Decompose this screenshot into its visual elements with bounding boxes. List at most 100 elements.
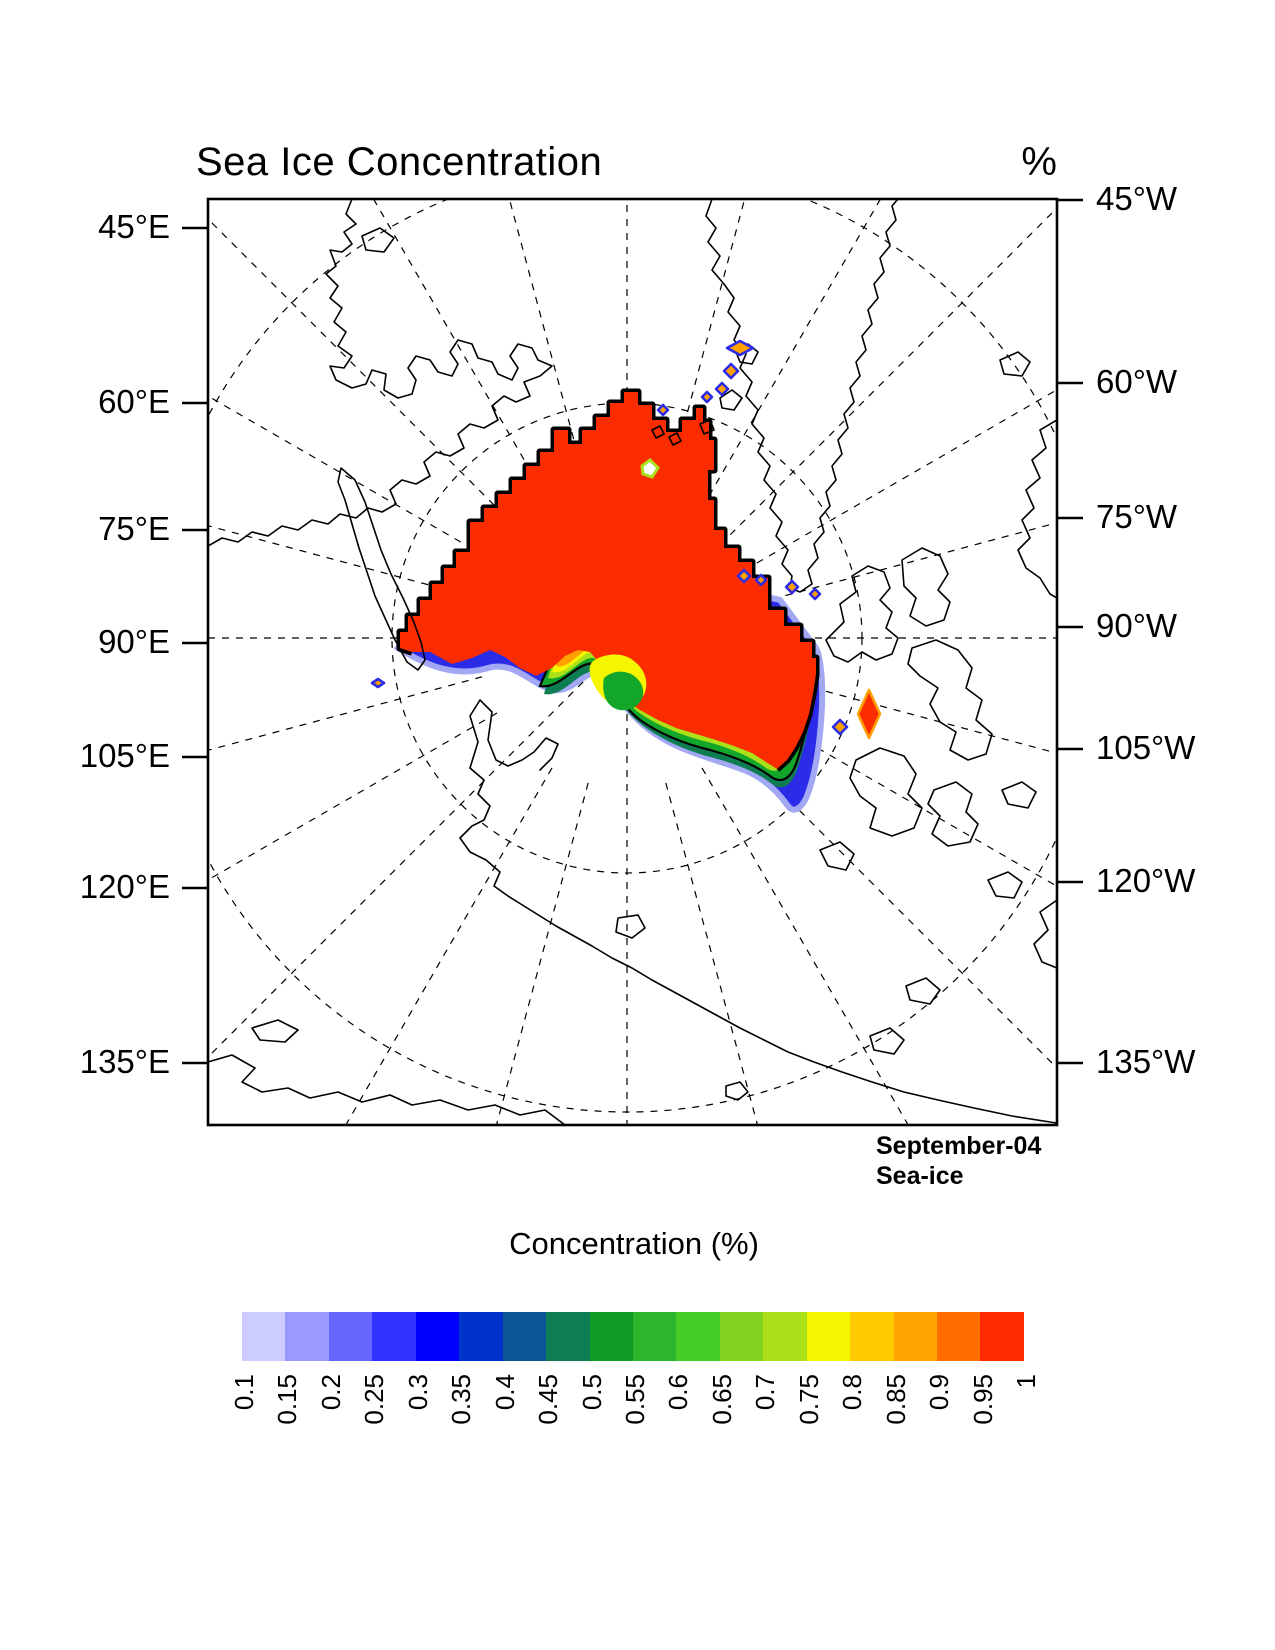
axis-label-right-0: 45°W <box>1096 180 1178 217</box>
colorbar-box-14 <box>850 1312 894 1361</box>
coast-archipelago-1 <box>901 547 951 627</box>
colorbar-tick-label-18: 1 <box>1011 1374 1041 1389</box>
coast-island-baffin-bay <box>999 351 1031 377</box>
colorbar-box-7 <box>546 1312 590 1361</box>
colorbar-box-12 <box>763 1312 807 1361</box>
colorbar-tick-label-17: 0.95 <box>967 1374 998 1425</box>
colorbar-box-1 <box>285 1312 329 1361</box>
colorbar-tick-label-15: 0.85 <box>880 1374 911 1425</box>
axis-label-right-5: 120°W <box>1096 862 1196 899</box>
ice-pack <box>396 388 820 769</box>
colorbar-tick-label-5: 0.35 <box>446 1374 477 1425</box>
coast-island-se-1 <box>987 871 1023 899</box>
colorbar-title: Concentration (%) <box>509 1226 759 1261</box>
ice-speck <box>754 573 768 587</box>
ice-speck <box>722 362 740 380</box>
axis-label-left-0: 45°E <box>98 208 170 245</box>
ice-specks <box>370 339 882 740</box>
colorbar-tick-label-14: 0.8 <box>837 1374 868 1411</box>
annotation-field: Sea-ice <box>876 1161 964 1190</box>
colorbar-tick-label-0: 0.1 <box>229 1374 259 1411</box>
coast-chukotka <box>208 1054 566 1125</box>
coast-ellesmere <box>825 565 899 663</box>
coast-archipelago-2 <box>907 639 993 761</box>
colorbar-tick-label-1: 0.15 <box>272 1374 303 1425</box>
coast-right-edge-land <box>1017 419 1057 599</box>
colorbar-tick-label-13: 0.75 <box>793 1374 824 1425</box>
axis-label-right-2: 75°W <box>1096 498 1178 535</box>
ice-speck <box>714 381 730 397</box>
units-label: % <box>1021 140 1057 184</box>
annotation-date: September-04 <box>876 1132 1042 1160</box>
colorbar-box-8 <box>589 1312 633 1361</box>
ice-speck <box>736 568 752 584</box>
axis-label-right-3: 90°W <box>1096 607 1178 644</box>
colorbar-tick-label-10: 0.6 <box>663 1374 694 1411</box>
coast-taymyr <box>469 699 559 771</box>
coast-scandinavia-russia <box>208 199 553 547</box>
colorbar-tick-label-16: 0.9 <box>924 1374 955 1411</box>
axis-label-left-3: 90°E <box>98 623 170 660</box>
colorbar-box-5 <box>459 1312 503 1361</box>
plot-title: Sea Ice Concentration <box>196 140 603 184</box>
axis-label-left-4: 105°E <box>79 737 170 774</box>
colorbar-box-6 <box>502 1312 547 1361</box>
coast-island-laptev <box>725 1081 749 1101</box>
colorbar-tick-label-11: 0.65 <box>706 1374 737 1425</box>
colorbar-box-11 <box>719 1312 764 1361</box>
axis-label-left-6: 135°E <box>79 1043 170 1080</box>
ice-speck <box>856 688 882 740</box>
colorbar-box-2 <box>328 1312 373 1361</box>
colorbar-box-15 <box>893 1312 937 1361</box>
colorbar-tick-label-6: 0.4 <box>489 1374 520 1411</box>
coast-mainland-right-edge <box>1033 899 1057 969</box>
ice-speck <box>700 390 714 404</box>
colorbar <box>242 1312 1024 1361</box>
coast-island-se-2 <box>905 977 941 1005</box>
ice-speck <box>656 403 670 417</box>
ice-speck <box>725 339 755 357</box>
colorbar-box-16 <box>937 1312 981 1361</box>
coast-novaya-zemlya <box>337 467 426 671</box>
coast-wrangel-island <box>251 1019 299 1043</box>
coast-banks-island <box>819 841 855 871</box>
axis-label-right-1: 60°W <box>1096 363 1178 400</box>
colorbar-box-0 <box>242 1312 286 1361</box>
annotation: September-04 Sea-ice <box>876 1132 1041 1191</box>
colorbar-box-9 <box>632 1312 677 1361</box>
colorbar-tick-label-3: 0.25 <box>359 1374 390 1425</box>
colorbar-tick-label-12: 0.7 <box>750 1374 781 1411</box>
ice-speck <box>831 718 849 736</box>
colorbar-box-17 <box>980 1312 1024 1361</box>
colorbar-box-13 <box>806 1312 851 1361</box>
colorbar-box-3 <box>372 1312 416 1361</box>
ice-speck <box>808 587 822 601</box>
axis-label-left-5: 120°E <box>79 868 170 905</box>
axis-ticks <box>182 198 1083 1065</box>
colorbar-tick-label-8: 0.5 <box>576 1374 607 1411</box>
coast-franz-josef <box>651 425 682 446</box>
coast-island-norway <box>361 227 395 253</box>
map-frame <box>206 197 1059 1127</box>
axis-label-right-4: 105°W <box>1096 729 1196 766</box>
axis-label-right-6: 135°W <box>1096 1043 1196 1080</box>
coastlines <box>208 199 1057 1125</box>
ice-speck <box>784 579 800 595</box>
colorbar-tick-label-7: 0.45 <box>533 1374 564 1425</box>
ice-speck <box>370 677 386 689</box>
ice-core <box>400 392 816 769</box>
coast-island-bottom <box>869 1027 905 1055</box>
coast-new-siberian-island <box>615 914 646 939</box>
colorbar-tick-label-2: 0.2 <box>315 1374 346 1411</box>
coast-greenland <box>705 199 899 593</box>
ice-intrusion-green <box>603 671 644 711</box>
colorbar-box-4 <box>415 1312 460 1361</box>
coast-siberia <box>459 767 1057 1124</box>
colorbar-tick-label-9: 0.55 <box>620 1374 650 1425</box>
ice-polynya-hole <box>640 458 660 479</box>
colorbar-box-10 <box>676 1312 720 1361</box>
axis-label-left-2: 75°E <box>98 510 170 547</box>
axis-label-left-1: 60°E <box>98 383 170 420</box>
